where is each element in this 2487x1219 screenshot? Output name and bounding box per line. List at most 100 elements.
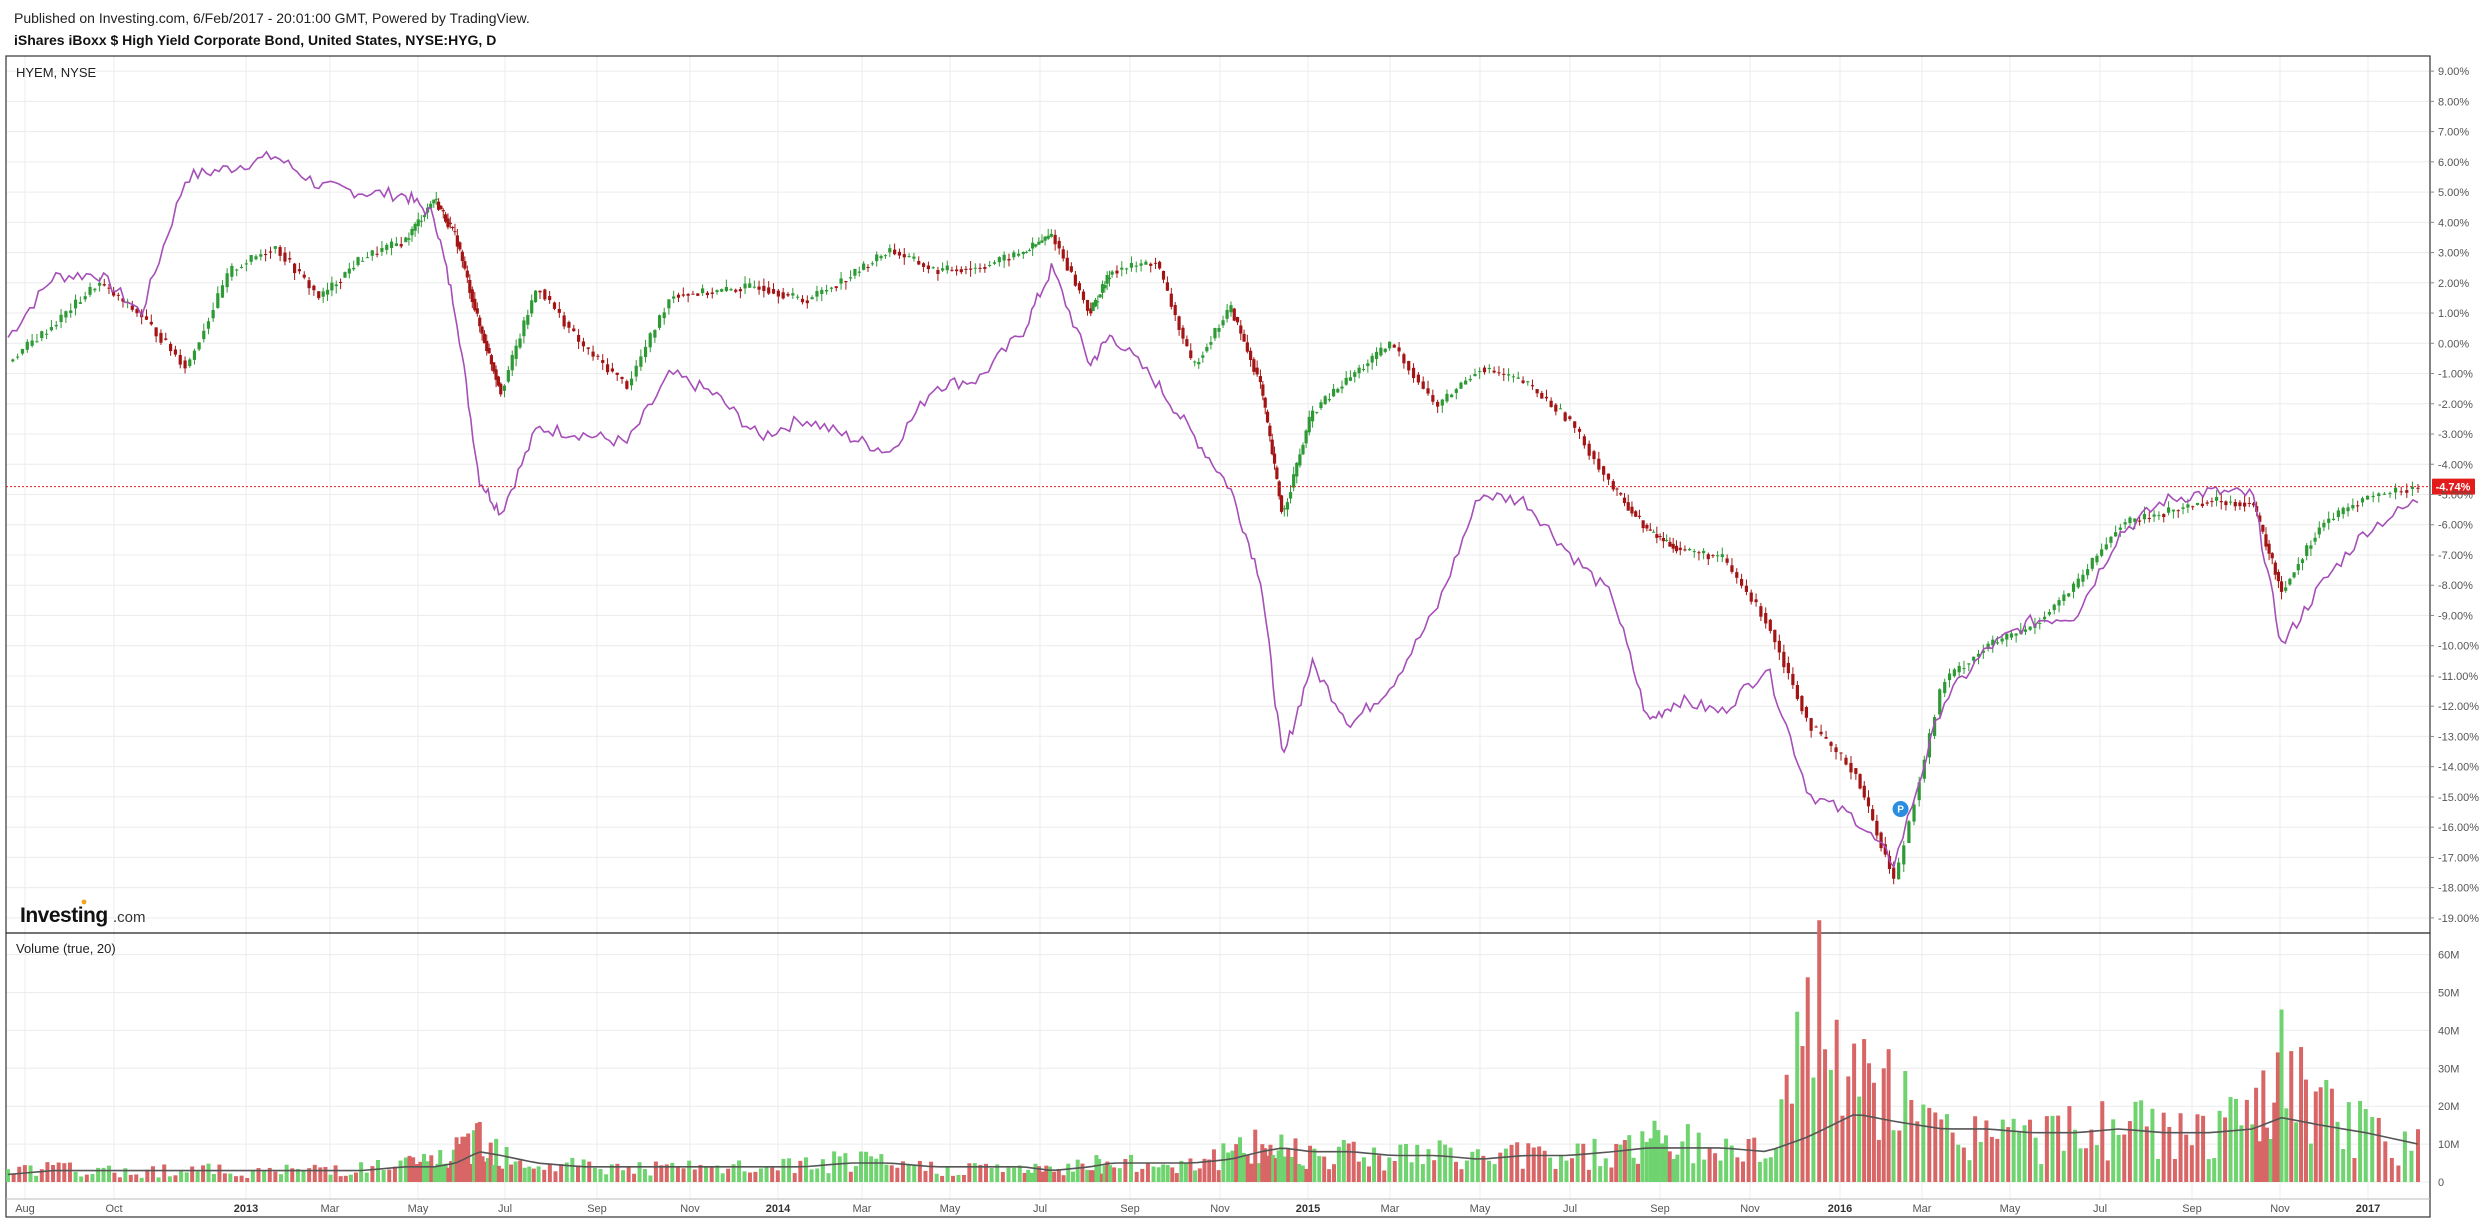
volume-bar (1950, 1132, 1955, 1182)
event-marker[interactable]: P (1892, 801, 1909, 818)
event-marker-badge[interactable] (1892, 801, 1909, 818)
volume-bar (1464, 1160, 1469, 1182)
candle-body (557, 308, 561, 313)
volume-bar (626, 1167, 631, 1182)
volume-bar (1426, 1149, 1431, 1182)
volume-bar (2000, 1119, 2005, 1182)
volume-bar (307, 1168, 312, 1182)
candle-body (439, 205, 443, 210)
volume-bar (837, 1156, 842, 1182)
volume-bar (504, 1146, 509, 1182)
volume-bar (889, 1165, 894, 1182)
candle-body (1711, 555, 1715, 557)
x-tick-label: 2015 (1296, 1203, 1320, 1215)
volume-bar (1117, 1168, 1122, 1182)
candle-body (135, 309, 139, 314)
candle-body (460, 251, 464, 262)
candle-body (1991, 639, 1995, 646)
candle-body (625, 381, 629, 389)
candle-body (601, 360, 605, 363)
volume-bar (1061, 1175, 1066, 1182)
candle-body (1544, 396, 1549, 399)
candle-body (1189, 350, 1193, 359)
candle-body (197, 342, 201, 350)
price-axis[interactable]: 9.00% 8.00% 7.00% 6.00% 5.00% 4.00% 3.00% 2.00%… (2430, 66, 2479, 925)
volume-bar (1509, 1144, 1514, 1182)
candle-body (2076, 578, 2080, 588)
candle-body (2251, 503, 2256, 506)
volume-bar (2178, 1113, 2183, 1182)
candle-body (1037, 241, 1041, 245)
candle-body (983, 267, 987, 269)
candle-body (1819, 731, 1823, 735)
candle-body (992, 262, 997, 264)
volume-bar (940, 1175, 945, 1182)
candle-body (686, 294, 690, 296)
candle-body (2284, 587, 2288, 591)
y-tick-label: -12.00% (2438, 701, 2479, 713)
y-tick-label: 9.00% (2438, 66, 2469, 78)
candle-body (149, 321, 153, 325)
candle-body (448, 222, 452, 225)
candle-body (1021, 251, 1025, 255)
candle-body (1098, 294, 1102, 298)
candle-body (2341, 507, 2345, 515)
volume-bar (1415, 1144, 1420, 1182)
volume-bar (1392, 1160, 1397, 1182)
candle-body (1962, 668, 1966, 670)
volume-axis[interactable]: 60M 50M 40M 30M 20M 10M 0 (2438, 950, 2459, 1189)
time-axis[interactable]: Aug Oct 2013 Mar May Jul Sep Nov 2014 Mar May Jul Se… (15, 1203, 2380, 1215)
candle-body (1637, 515, 1642, 517)
volume-bar (449, 1161, 454, 1182)
candle-body (451, 226, 455, 228)
volume-tick-label: 10M (2438, 1139, 2459, 1151)
volume-bar (758, 1168, 763, 1182)
candle-body (1720, 554, 1724, 558)
volume-bar (1140, 1168, 1145, 1182)
candle-body (2191, 506, 2195, 508)
x-tick-label: 2014 (766, 1203, 791, 1215)
volume-bar (1211, 1149, 1216, 1182)
candle-body (591, 351, 595, 357)
volume-bar (1443, 1144, 1448, 1182)
candle-body (2028, 626, 2032, 630)
volume-tick-label: 0 (2438, 1177, 2444, 1189)
candle-body (1209, 342, 1213, 345)
volume-bar (2416, 1129, 2420, 1182)
volume-bar (1297, 1164, 1302, 1182)
candle-body (1487, 367, 1491, 370)
candle-body (1379, 347, 1383, 356)
candle-body (1185, 339, 1189, 347)
candle-body (1292, 474, 1296, 488)
volume-bar (2133, 1101, 2138, 1182)
volume-bar (2150, 1108, 2155, 1182)
y-tick-label: -8.00% (2438, 580, 2473, 592)
candle-body (1502, 373, 1506, 375)
candle-body (781, 292, 785, 299)
volume-bar (1293, 1138, 1298, 1182)
volume-bar (376, 1159, 381, 1182)
candle-body (292, 263, 297, 274)
volume-bar (1498, 1152, 1503, 1182)
volume-bar (190, 1166, 195, 1182)
volume-bar (34, 1175, 39, 1182)
candle-body (586, 347, 590, 349)
candle-body (1602, 466, 1606, 475)
candle-body (2062, 594, 2066, 601)
candle-body (2095, 555, 2099, 563)
volume-bar (2006, 1127, 2011, 1182)
volume-bar (245, 1177, 250, 1182)
volume-bar (659, 1165, 664, 1182)
candle-body (1597, 458, 1601, 470)
candle-body (434, 198, 438, 200)
candle-body (16, 356, 20, 358)
candle-body (317, 291, 321, 299)
candle-body (188, 359, 192, 367)
candle-body (1288, 492, 1293, 499)
candle-body (805, 300, 809, 304)
candle-body (1754, 599, 1758, 603)
x-tick-label: Nov (1210, 1203, 1230, 1215)
y-tick-label: -1.00% (2438, 369, 2473, 381)
volume-bar (2363, 1109, 2368, 1182)
